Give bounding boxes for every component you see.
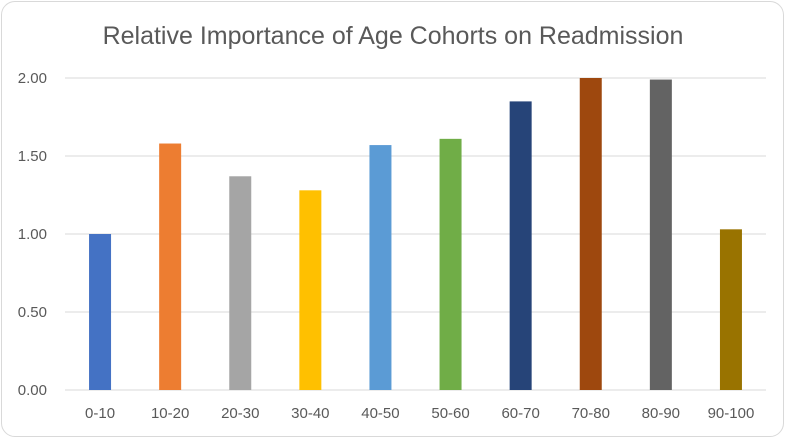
x-tick-label: 0-10	[85, 405, 115, 422]
bars	[89, 78, 742, 391]
x-tick-label: 60-70	[501, 405, 539, 422]
x-tick-label: 70-80	[572, 405, 610, 422]
y-tick-label: 0.00	[18, 382, 47, 399]
x-tick-label: 80-90	[642, 405, 680, 422]
y-tick-label: 1.50	[18, 148, 47, 165]
y-tick-label: 0.50	[18, 304, 47, 321]
x-tick-label: 20-30	[221, 405, 259, 422]
x-tick-label: 10-20	[151, 405, 189, 422]
bar-0-10	[89, 234, 112, 390]
bar-20-30	[229, 176, 252, 390]
bar-90-100	[719, 229, 742, 390]
y-tick-label: 1.00	[18, 226, 47, 243]
bar-50-60	[439, 138, 462, 390]
x-axis-ticks: 0-10 10-20 20-30 30-40 40-50 50-60 60-70 70-80 8…	[85, 405, 754, 422]
bar-40-50	[369, 145, 392, 390]
bar-10-20	[159, 143, 182, 390]
x-tick-label: 90-100	[708, 405, 755, 422]
bar-70-80	[579, 78, 602, 390]
x-tick-label: 50-60	[431, 405, 469, 422]
x-tick-label: 30-40	[291, 405, 329, 422]
x-tick-label: 40-50	[361, 405, 399, 422]
bar-60-70	[509, 101, 532, 391]
y-tick-label: 2.00	[18, 70, 47, 87]
gridlines	[65, 77, 766, 391]
bar-80-90	[649, 79, 672, 390]
bar-30-40	[299, 190, 322, 390]
y-axis-ticks: 0.00 0.50 1.00 1.50 2.00	[18, 70, 47, 399]
chart-title: Relative Importance of Age Cohorts on Re…	[103, 22, 684, 50]
